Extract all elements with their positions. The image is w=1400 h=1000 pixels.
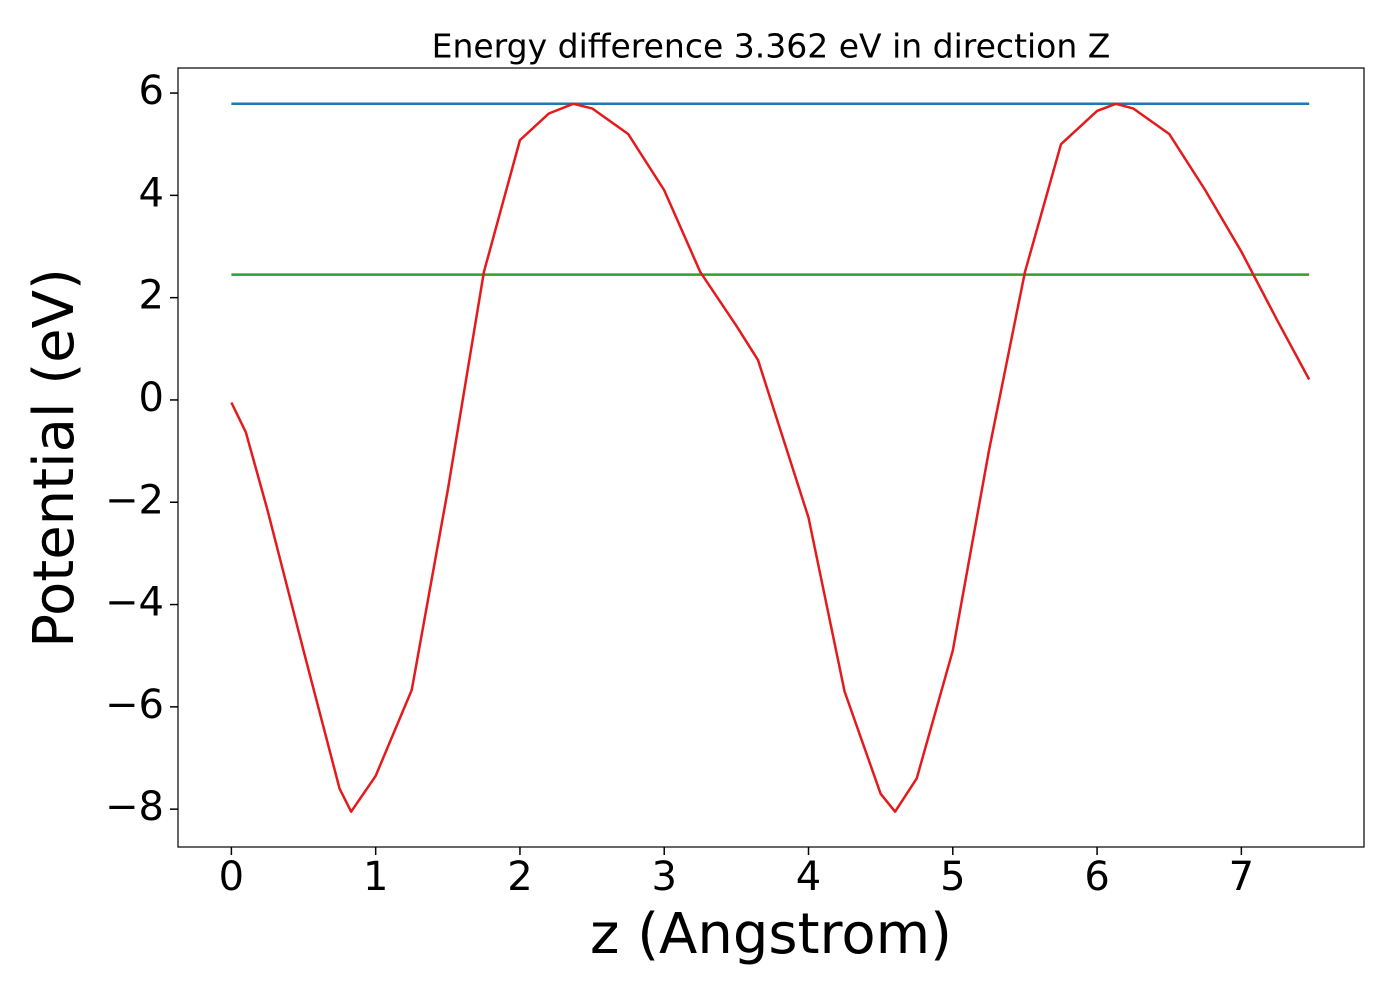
x-tick-label: 0 [219, 854, 244, 900]
x-tick-label: 7 [1229, 854, 1254, 900]
y-axis-label: Potential (eV) [22, 268, 87, 648]
y-tick-label: 6 [139, 68, 164, 114]
y-tick-label: 0 [139, 375, 164, 421]
x-tick-label: 2 [507, 854, 532, 900]
x-tick-label: 1 [363, 854, 388, 900]
x-tick-label: 5 [940, 854, 965, 900]
y-tick-label: 4 [139, 170, 164, 216]
y-tick-label: −4 [105, 580, 164, 626]
y-tick-label: −8 [105, 784, 164, 830]
y-tick-label: 2 [139, 273, 164, 319]
line-series [230, 102, 1311, 813]
x-tick-label: 4 [796, 854, 821, 900]
x-tick-label: 3 [652, 854, 677, 900]
plot-frame [177, 67, 1365, 848]
y-tick-label: −6 [105, 682, 164, 728]
y-tick-label: −2 [105, 477, 164, 523]
x-axis-label: z (Angstrom) [590, 902, 952, 967]
chart-title: Energy difference 3.362 eV in direction … [432, 27, 1111, 66]
x-tick-label: 6 [1084, 854, 1109, 900]
